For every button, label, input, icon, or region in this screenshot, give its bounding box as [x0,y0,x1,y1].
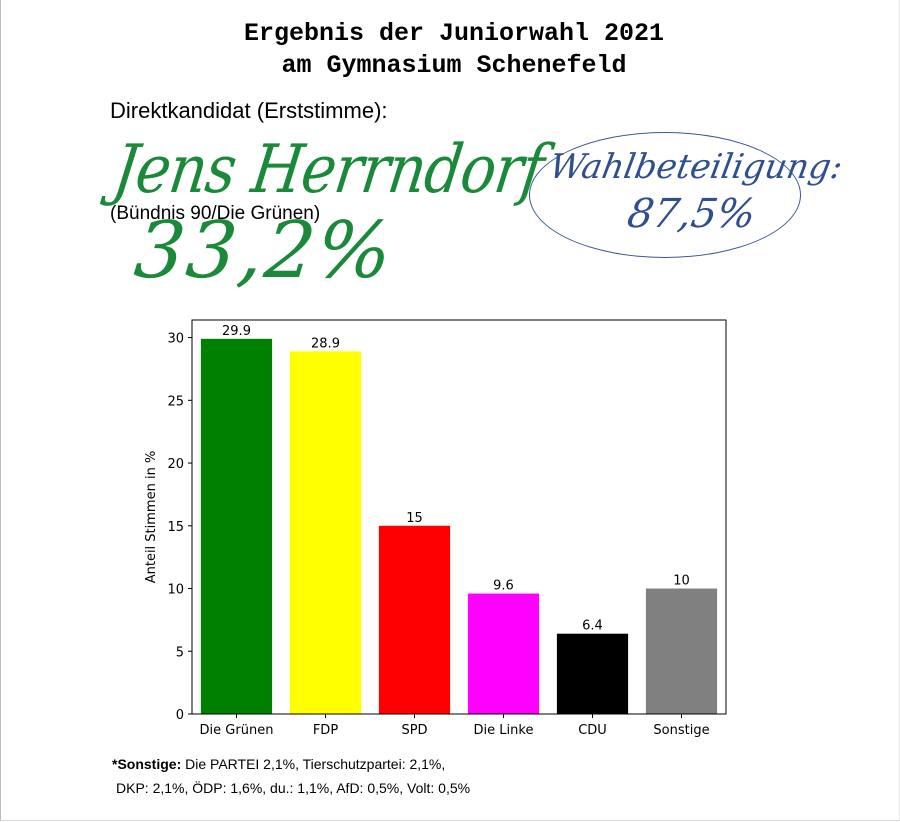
x-tick-label-5: Sonstige [653,723,709,738]
bar-0 [200,338,273,714]
footnote: *Sonstige: Die PARTEI 2,1%, Tierschutzpa… [112,752,470,800]
x-tick-label-4: CDU [578,723,607,738]
bar-2 [378,525,451,714]
x-tick-label-3: Die Linke [474,723,534,738]
x-tick-label-0: Die Grünen [200,723,274,738]
x-tick-label-2: SPD [401,723,427,738]
value-label-2: 15 [406,511,423,526]
footnote-line-1: *Sonstige: Die PARTEI 2,1%, Tierschutzpa… [112,752,470,776]
y-axis: 0 5 10 15 20 25 30 [167,332,192,723]
bar-3 [467,593,540,714]
y-tick-label-5: 25 [167,394,184,409]
value-label-3: 9.6 [493,579,514,594]
footnote-bold-prefix: *Sonstige: [112,756,182,772]
x-axis: Die Grünen FDP SPD Die Linke CDU Sonstige [200,714,710,738]
y-tick-label-0: 0 [176,708,184,723]
footnote-line-1-text: Die PARTEI 2,1%, Tierschutzpartei: 2,1%, [181,756,446,772]
direct-candidate-label: Direktkandidat (Erststimme): [110,98,388,123]
value-label-1: 28.9 [311,336,340,351]
bars-group [200,338,718,714]
candidate-percent-handwritten: 33,2% [130,206,398,296]
title-line-1: Ergebnis der Juniorwahl 2021 [243,19,665,48]
bar-chart: 29.9 28.9 15 9.6 6.4 10 0 5 10 15 20 25 30 Die Grün… [144,319,727,738]
y-tick-label-4: 20 [167,457,184,472]
bar-1 [289,351,362,714]
y-tick-label-6: 30 [167,332,184,347]
value-label-4: 6.4 [582,619,603,634]
candidate-name-handwritten: Jens Herrndorf [109,130,549,209]
footnote-line-2: DKP: 2,1%, ÖDP: 1,6%, du.: 1,1%, AfD: 0,… [116,780,471,796]
candidate-party: (Bündnis 90/Die Grünen) [110,203,321,224]
title-line-2: am Gymnasium Schenefeld [281,51,627,80]
bar-4 [556,633,629,714]
y-tick-label-1: 5 [176,645,184,660]
value-labels-group: 29.9 28.9 15 9.6 6.4 10 [222,324,690,634]
plot-frame [191,319,727,715]
y-axis-label: Anteil Stimmen in % [144,451,159,584]
y-tick-label-2: 10 [167,583,184,598]
turnout-label-handwritten: Wahlbeteiligung: [546,147,846,187]
turnout-value-handwritten: 87,5% [623,191,760,237]
y-tick-label-3: 15 [167,520,184,535]
page-title: Ergebnis der Juniorwahl 2021 am Gymnasiu… [0,18,900,82]
turnout-ellipse: Wahlbeteiligung: 87,5% [529,132,846,258]
value-label-0: 29.9 [222,324,251,339]
value-label-5: 10 [673,574,690,589]
bar-5 [645,588,718,714]
x-tick-label-1: FDP [313,723,338,738]
